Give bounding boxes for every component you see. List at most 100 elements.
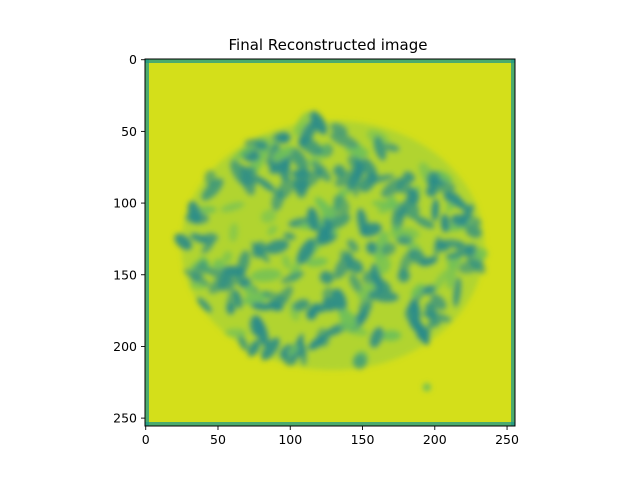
y-tick-label: 100 [113,196,137,211]
texture-blob [268,163,289,175]
texture-blob [329,132,359,149]
texture-blob [371,200,401,209]
texture-blob [322,287,334,301]
texture-blob [397,269,411,283]
texture-blob [383,143,400,153]
texture-blob [424,302,437,320]
texture-blob [322,297,336,312]
texture-blob [292,298,310,312]
texture-blob [452,277,462,308]
texture-blob [311,160,332,182]
texture-blob [196,297,213,313]
texture-blob [187,200,202,224]
texture-blob [281,254,292,270]
texture-blob [253,316,269,347]
texture-blob [250,268,282,282]
texture-blob [435,241,449,253]
texture-blob [444,191,470,211]
texture-blob [415,320,430,346]
axes-frame [144,58,516,427]
y-tick-label: 200 [113,339,137,354]
x-tick-label: 250 [495,432,519,447]
texture-blob [222,251,233,264]
texture-blob [474,248,488,261]
texture-blob [232,145,256,161]
texture-blob [373,135,387,161]
texture-blob [374,278,392,293]
image-edge-artifacts [145,59,515,426]
x-tick-label: 100 [278,432,302,447]
texture-blob [414,215,435,229]
texture-blob [333,252,354,280]
texture-blob [327,213,351,230]
texture-blob [247,339,261,357]
texture-blob [305,307,318,321]
texture-blob [280,271,305,284]
texture-blob [396,179,411,194]
texture-blob [237,334,249,351]
texture-blob [283,232,296,241]
texture-blob [250,302,273,311]
texture-blob [271,188,285,212]
texture-blob [296,238,316,265]
texture-blob [305,257,328,267]
texture-blob [294,111,311,136]
texture-blob [314,197,337,222]
texture-blob [260,209,277,224]
texture-blob [334,169,359,187]
texture-blob [264,239,290,255]
texture-blob [405,203,420,220]
texture-blob [333,194,350,215]
texture-blob [458,259,483,274]
texture-blob [446,260,458,290]
texture-blob [455,243,475,256]
x-tick-label: 0 [142,432,150,447]
texture-blob [421,285,436,296]
texture-blob [272,146,294,162]
texture-blob [366,173,395,184]
texture-blob [432,268,450,293]
texture-blob [338,188,351,197]
texture-blob [230,268,251,283]
texture-blob [434,170,453,183]
texture-blob [205,267,230,280]
texture-blob [220,201,245,213]
texture-blob [411,283,424,298]
texture-blob [309,110,328,135]
texture-blob [233,289,243,309]
y-tick-label: 0 [129,52,137,67]
texture-blob [196,206,217,214]
texture-blob [267,225,278,236]
texture-blob [369,326,384,349]
texture-blob [338,308,358,330]
texture-blob [381,242,396,256]
texture-blob [290,147,309,173]
texture-blob [376,256,391,275]
texture-blob [431,198,440,222]
isolated-dot [422,383,431,392]
texture-blob [427,319,441,328]
y-tick-label: 50 [121,124,137,139]
texture-blob [251,241,267,259]
texture-blob [399,227,420,240]
image-blob-texture [174,110,488,392]
texture-blob [361,157,378,180]
texture-blob [465,223,482,239]
texture-blob [406,187,420,206]
texture-blob [409,300,421,316]
texture-blob [445,251,464,260]
texture-blob [224,328,247,338]
texture-blob [390,225,403,240]
x-axis-ticks: 0 50 100 150 200 250 [142,426,519,447]
y-tick-label: 150 [113,267,137,282]
texture-blob [320,223,334,237]
texture-blob [440,213,450,233]
texture-blob [240,165,256,196]
texture-blob [287,344,300,356]
edge-strip [145,422,515,426]
texture-blob [174,233,193,251]
texture-blob [316,234,338,246]
x-tick-label: 150 [351,432,375,447]
texture-blob [201,178,224,201]
